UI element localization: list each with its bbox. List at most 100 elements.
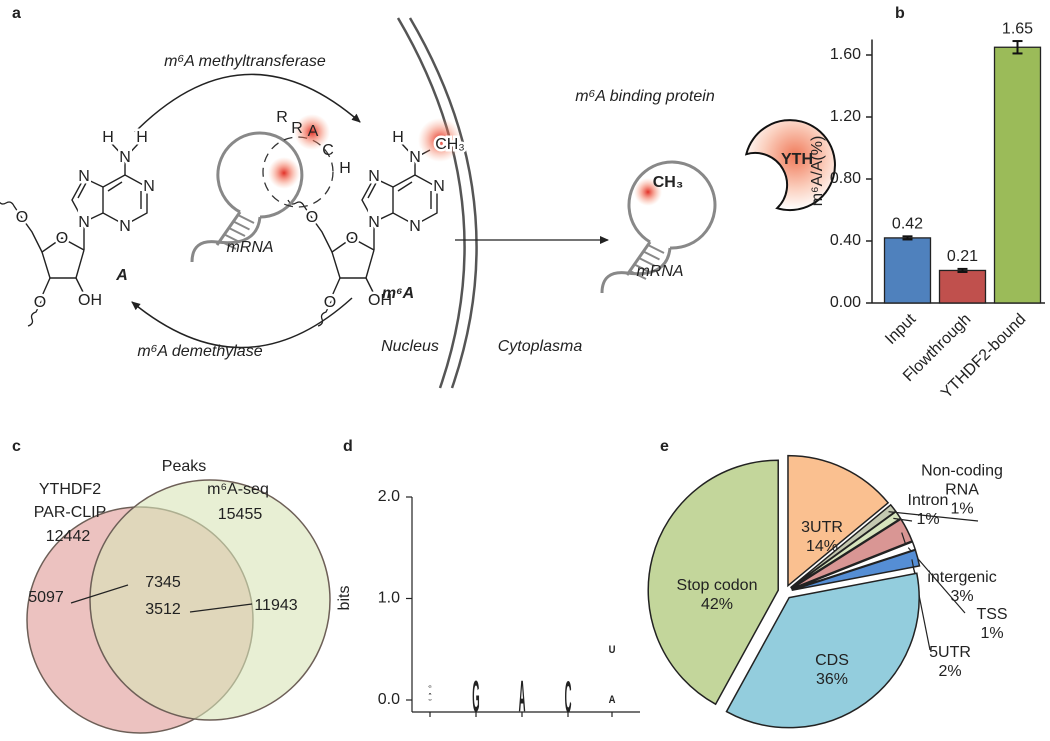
logo-letter: A bbox=[609, 694, 616, 706]
stem-hatch bbox=[643, 250, 660, 261]
stem-hatch bbox=[233, 220, 250, 231]
bond bbox=[331, 237, 375, 279]
slice-label: Non-coding RNA 1% bbox=[914, 462, 1010, 519]
slice-name: intergenic bbox=[927, 569, 997, 586]
set-name: YTHDF2 bbox=[39, 481, 101, 498]
bond bbox=[111, 143, 126, 159]
stem-hatch bbox=[638, 257, 656, 267]
atom-label: N bbox=[143, 178, 155, 195]
atom-label: N bbox=[433, 178, 445, 195]
slice-label: TSS 1% bbox=[937, 605, 1047, 643]
mrna-tail bbox=[190, 216, 262, 263]
slice-name: Stop codon bbox=[676, 577, 758, 594]
y-axis-label: m⁶A/A(%) bbox=[809, 136, 826, 207]
pie-slice bbox=[725, 572, 920, 729]
bond bbox=[71, 177, 104, 223]
logo-letter: U bbox=[428, 699, 432, 701]
slice-label: intergenic 3% bbox=[907, 568, 1017, 606]
y-tick-label: 1.60 bbox=[830, 46, 861, 63]
atom-label: OH bbox=[368, 292, 392, 309]
leader-line bbox=[70, 584, 129, 604]
pie-slice bbox=[790, 510, 902, 589]
slice-name: TSS bbox=[976, 606, 1008, 623]
slice-value: 3% bbox=[950, 588, 974, 605]
panel-label: c bbox=[12, 438, 21, 455]
value-label: 0.42 bbox=[892, 216, 923, 233]
bond bbox=[41, 277, 51, 297]
atom-label: CH₃ bbox=[435, 136, 465, 153]
nucleoside-label: A bbox=[115, 267, 128, 284]
panel-label: d bbox=[343, 438, 353, 455]
pie-slice bbox=[790, 518, 914, 590]
bond bbox=[331, 277, 341, 297]
slice-label: Intron 1% bbox=[873, 491, 983, 529]
y-tick-label: 1.0 bbox=[378, 590, 400, 607]
mrna-loop bbox=[627, 160, 717, 250]
motif-letter: A bbox=[308, 123, 319, 140]
pie-slice bbox=[647, 459, 779, 706]
slice-value: 14% bbox=[805, 538, 839, 555]
demethylation-arrow bbox=[131, 297, 353, 349]
leader-line bbox=[189, 603, 253, 613]
mrna-stem bbox=[625, 241, 652, 276]
reader-protein bbox=[744, 119, 836, 212]
methyl-glow bbox=[294, 114, 330, 150]
panel-label: e bbox=[660, 438, 669, 455]
y-tick-label: 1.20 bbox=[830, 108, 861, 125]
stem-hatch bbox=[634, 263, 651, 274]
bond bbox=[365, 277, 375, 295]
panel-label: b bbox=[895, 5, 905, 22]
motif-letter: R bbox=[291, 120, 303, 137]
y-tick-label: 0.80 bbox=[830, 170, 861, 187]
leader-line bbox=[888, 511, 979, 522]
pie-slice bbox=[791, 549, 921, 591]
bond bbox=[397, 181, 413, 192]
bond bbox=[311, 217, 333, 253]
slice-value: 2% bbox=[938, 663, 962, 680]
slice-name: CDS bbox=[815, 652, 849, 669]
squiggle bbox=[27, 299, 43, 327]
squiggle bbox=[0, 201, 23, 219]
motif-letter: R bbox=[276, 109, 288, 126]
y-tick-label: 0.00 bbox=[830, 294, 861, 311]
atom-label: OH bbox=[78, 292, 102, 309]
methyl-glow bbox=[418, 118, 462, 162]
mrna-loop bbox=[216, 131, 304, 219]
y-tick-label: 0.0 bbox=[378, 691, 400, 708]
region-count: 7345 bbox=[145, 574, 181, 591]
atom-label: N bbox=[409, 218, 421, 235]
value-label: 0.21 bbox=[947, 248, 978, 265]
region-count: 11943 bbox=[254, 597, 297, 614]
methyl-glow bbox=[634, 178, 662, 206]
bond bbox=[367, 182, 377, 199]
mrna-stem bbox=[215, 211, 242, 246]
stem-hatch bbox=[228, 227, 246, 237]
atom-label: H bbox=[136, 129, 148, 146]
mrna-label: mRNA bbox=[636, 263, 683, 280]
writer-outline bbox=[262, 136, 334, 208]
logo-letter: C bbox=[565, 672, 572, 722]
slice-name: Non-coding RNA bbox=[921, 462, 1003, 499]
atom-label: N bbox=[78, 214, 90, 231]
bond bbox=[361, 177, 394, 223]
venn-title: Peaks bbox=[162, 458, 206, 475]
slice-value: 36% bbox=[815, 671, 849, 688]
methyl-glow bbox=[268, 157, 300, 189]
logo-letter: A bbox=[428, 693, 432, 695]
mrna-label: mRNA bbox=[226, 239, 273, 256]
atom-label: N bbox=[78, 168, 90, 185]
compartment-label: Nucleus bbox=[381, 338, 439, 355]
enzyme-label: m⁶A demethylase bbox=[137, 343, 262, 360]
atom-label: N bbox=[409, 149, 421, 166]
slice-label: CDS 36% bbox=[777, 651, 887, 689]
atom-label: N bbox=[119, 149, 131, 166]
atom-label: O bbox=[324, 294, 336, 311]
y-tick-label: 0.40 bbox=[830, 232, 861, 249]
bar bbox=[938, 269, 987, 304]
slice-value: 1% bbox=[980, 625, 1004, 642]
slice-value: 42% bbox=[700, 596, 734, 613]
membrane bbox=[396, 17, 466, 389]
bond bbox=[124, 143, 139, 159]
bond bbox=[401, 143, 416, 159]
